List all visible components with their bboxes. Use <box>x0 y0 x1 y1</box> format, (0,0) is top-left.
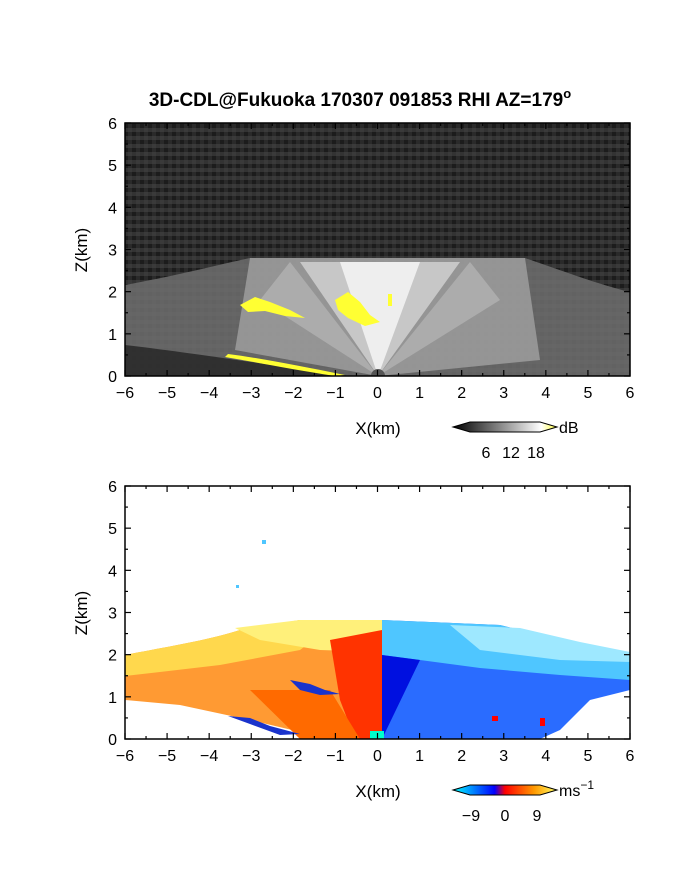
x-tick-label: −6 <box>116 748 134 765</box>
x-tick-label: 3 <box>499 748 508 765</box>
x-tick-label: −3 <box>242 748 260 765</box>
y-tick-label: 5 <box>108 521 117 538</box>
reflectivity-colorbar: dB 6 12 18 <box>451 420 579 462</box>
reflectivity-colorbar-tick: 6 <box>482 445 491 462</box>
x-tick-label: −2 <box>284 385 302 402</box>
y-tick-label: 3 <box>108 606 117 623</box>
reflectivity-colorbar-unit: dB <box>559 420 579 437</box>
x-tick-label: −3 <box>242 385 260 402</box>
x-tick-label: 4 <box>541 748 550 765</box>
velocity-ylabel: Z(km) <box>72 591 91 635</box>
y-tick-label: 1 <box>108 690 117 707</box>
y-tick-label: 2 <box>108 648 117 665</box>
velocity-axes: −6 −5 −4 −3 −2 −1 0 1 2 3 4 5 6 0 1 2 3 4 5 6 <box>108 479 634 765</box>
velocity-panel: −6 −5 −4 −3 −2 −1 0 1 2 3 4 5 6 0 1 2 3 4 5 6 X(km) Z(km) m… <box>72 479 635 825</box>
x-tick-label: 0 <box>373 748 382 765</box>
x-tick-label: 6 <box>626 385 635 402</box>
x-tick-label: 0 <box>373 385 382 402</box>
x-tick-label: 1 <box>415 748 424 765</box>
x-tick-label: −2 <box>284 748 302 765</box>
y-tick-label: 4 <box>108 200 117 217</box>
velocity-colorbar-unit: ms−1 <box>559 778 594 800</box>
velocity-colorbar: ms−1 −9 0 9 <box>451 778 594 825</box>
x-tick-label: −6 <box>116 385 134 402</box>
x-tick-label: −5 <box>158 385 176 402</box>
y-tick-label: 4 <box>108 563 117 580</box>
x-tick-label: 3 <box>499 385 508 402</box>
velocity-heatmap <box>125 486 630 739</box>
x-tick-label: −1 <box>326 748 344 765</box>
reflectivity-heatmap <box>125 123 630 376</box>
x-tick-label: −5 <box>158 748 176 765</box>
x-tick-label: −4 <box>200 748 218 765</box>
reflectivity-xlabel: X(km) <box>355 419 400 438</box>
y-tick-label: 2 <box>108 285 117 302</box>
y-tick-label: 6 <box>108 479 117 496</box>
velocity-colorbar-tick: 9 <box>533 808 542 825</box>
velocity-xlabel: X(km) <box>355 782 400 801</box>
y-tick-label: 3 <box>108 243 117 260</box>
x-tick-label: −4 <box>200 385 218 402</box>
reflectivity-colorbar-tick: 18 <box>527 445 545 462</box>
reflectivity-ylabel: Z(km) <box>72 228 91 272</box>
x-tick-label: 5 <box>583 385 592 402</box>
x-tick-label: 5 <box>583 748 592 765</box>
reflectivity-colorbar-tick: 12 <box>502 445 520 462</box>
y-tick-label: 0 <box>108 732 117 749</box>
x-tick-label: −1 <box>326 385 344 402</box>
y-tick-label: 5 <box>108 158 117 175</box>
x-tick-label: 6 <box>626 748 635 765</box>
y-tick-label: 0 <box>108 369 117 386</box>
y-tick-label: 6 <box>108 116 117 133</box>
x-tick-label: 2 <box>457 385 466 402</box>
x-tick-label: 4 <box>541 385 550 402</box>
y-tick-label: 1 <box>108 327 117 344</box>
velocity-colorbar-tick: 0 <box>501 808 510 825</box>
figure-title: 3D-CDL@Fukuoka 170307 091853 RHI AZ=179o <box>149 86 571 111</box>
reflectivity-axes: −6 −5 −4 −3 −2 −1 0 1 2 3 4 5 6 0 1 2 3 4 5 6 <box>108 116 634 402</box>
x-tick-label: 1 <box>415 385 424 402</box>
velocity-colorbar-tick: −9 <box>462 808 480 825</box>
x-tick-label: 2 <box>457 748 466 765</box>
